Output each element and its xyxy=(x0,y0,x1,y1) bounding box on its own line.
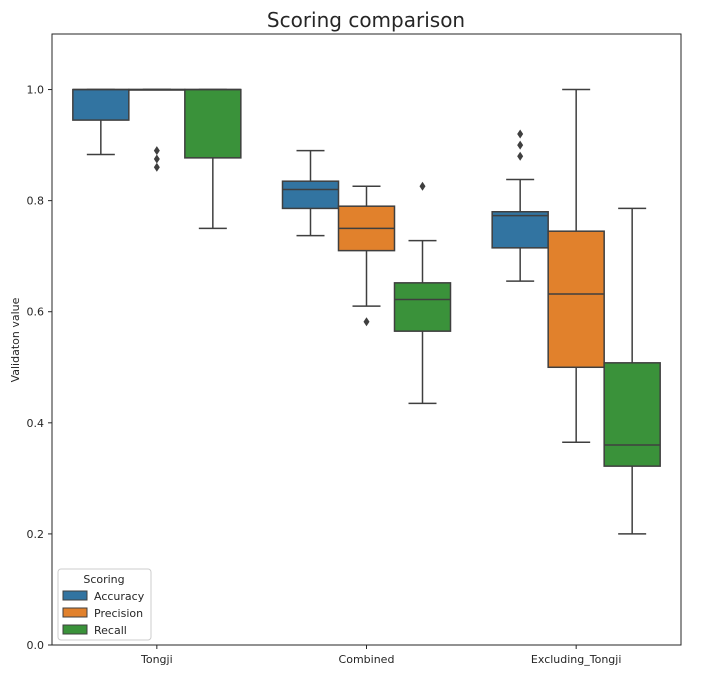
legend-title: Scoring xyxy=(83,573,124,586)
outlier-point xyxy=(517,129,524,139)
outlier-point xyxy=(363,317,370,327)
outlier-point xyxy=(153,146,160,156)
legend-label: Recall xyxy=(94,624,127,637)
box-iqr xyxy=(491,210,549,249)
box-accuracy xyxy=(281,149,340,237)
legend-swatch xyxy=(62,590,88,601)
y-tick-label: 0.0 xyxy=(27,639,45,652)
legend-swatch xyxy=(62,607,88,618)
box-iqr xyxy=(184,88,242,159)
box-accuracy xyxy=(491,129,549,282)
box-iqr xyxy=(281,180,340,210)
y-tick-label: 0.6 xyxy=(27,306,45,319)
box-recall xyxy=(603,207,661,535)
chart-marks xyxy=(72,88,661,535)
box-precision xyxy=(547,88,605,444)
box-accuracy xyxy=(72,88,130,156)
y-tick-label: 0.4 xyxy=(27,417,45,430)
box-iqr xyxy=(547,230,605,369)
outlier-point xyxy=(419,181,426,191)
outlier-point xyxy=(517,140,524,150)
box-iqr xyxy=(72,88,130,121)
outlier-point xyxy=(153,162,160,172)
box-recall xyxy=(393,181,452,405)
y-tick-label: 0.2 xyxy=(27,528,45,541)
x-tick-label: Combined xyxy=(339,653,395,666)
legend-swatch xyxy=(62,624,88,635)
x-tick-label: Excluding_Tongji xyxy=(531,653,621,666)
chart-legend: Scoring Accuracy Precision Recall xyxy=(57,568,152,641)
y-axis-label: Validaton value xyxy=(9,297,22,382)
x-tick-label: Tongji xyxy=(140,653,173,666)
box-recall xyxy=(184,88,242,230)
legend-frame xyxy=(57,568,152,641)
box-iqr xyxy=(393,282,452,332)
box-precision xyxy=(337,185,396,327)
outlier-point xyxy=(517,151,524,161)
outlier-point xyxy=(153,154,160,164)
legend-label: Precision xyxy=(94,607,143,620)
y-tick-label: 1.0 xyxy=(27,84,45,97)
chart-axes: 0.0 0.2 0.4 0.6 0.8 1.0 Tongji Combined Excludin… xyxy=(27,84,622,666)
chart-title: Scoring comparison xyxy=(267,8,465,32)
box-iqr xyxy=(603,362,661,467)
y-tick-label: 0.8 xyxy=(27,195,45,208)
legend-label: Accuracy xyxy=(94,590,145,603)
